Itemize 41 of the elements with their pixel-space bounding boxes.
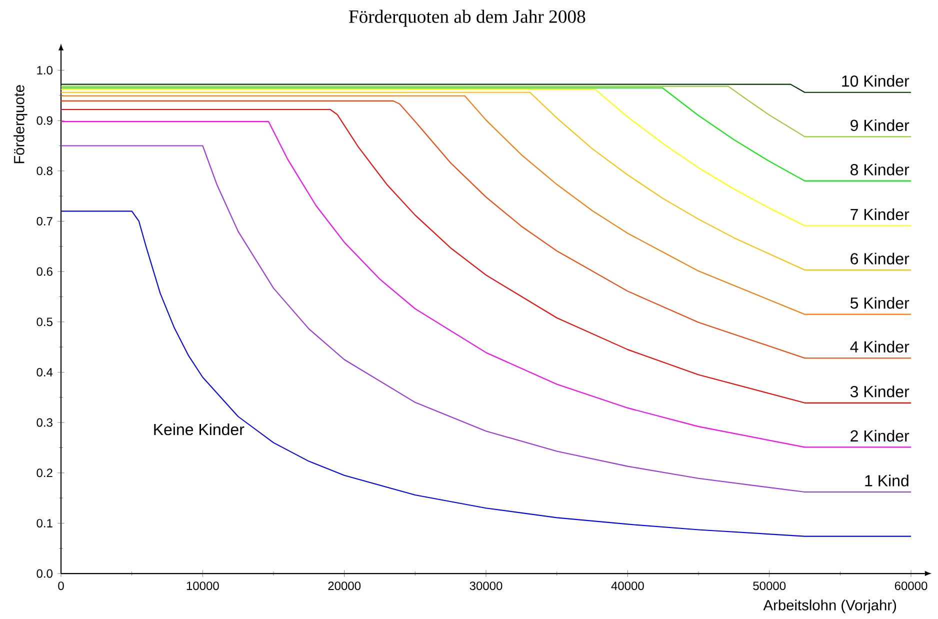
- x-tick-label: 0: [58, 582, 64, 590]
- y-tick-label: 1.0: [37, 66, 52, 74]
- line-series: [60, 92, 912, 271]
- series-label: Keine Kinder: [154, 423, 244, 436]
- series-label: 8 Kinder: [850, 164, 910, 176]
- line-series: [60, 86, 912, 138]
- y-tick-label: 0.1: [36, 518, 52, 528]
- series-label: 5 Kinder: [850, 296, 910, 309]
- y-tick-label: 0.0: [36, 569, 52, 578]
- x-tick-label: 60000: [894, 582, 928, 590]
- chart-title: Förderquoten ab dem Jahr 2008: [348, 10, 586, 27]
- series-label: 9 Kinder: [850, 119, 910, 132]
- x-tick-label: 10000: [186, 582, 219, 590]
- line-series: [60, 100, 912, 359]
- y-tick-label: 0.4: [36, 368, 53, 376]
- series-label: 3 Kinder: [850, 386, 910, 398]
- series-label: 2 Kinder: [850, 430, 910, 442]
- y-tick-label: 0.9: [36, 116, 52, 125]
- series-label: 10 Kinder: [842, 75, 910, 87]
- line-series: [60, 95, 912, 315]
- line-series: [60, 88, 912, 226]
- x-tick-label: 20000: [328, 582, 361, 590]
- line-series: [60, 108, 912, 404]
- y-tick-label: 0.7: [36, 216, 52, 226]
- x-tick-label: 50000: [753, 582, 786, 590]
- x-axis-title: Arbeitslohn (Vorjahr): [763, 600, 896, 614]
- y-tick-label: 0.6: [36, 267, 52, 276]
- series-label: 1 Kind: [865, 474, 908, 486]
- y-tick-label: 0.8: [36, 166, 52, 176]
- line-series: [60, 121, 912, 448]
- x-tick-label: 30000: [470, 582, 502, 590]
- series-label: 6 Kinder: [850, 252, 910, 264]
- series-label: 7 Kinder: [850, 208, 910, 220]
- series-label: 4 Kinder: [850, 340, 910, 353]
- y-axis-title: Förderquote: [14, 85, 28, 164]
- line-series: [60, 145, 912, 493]
- y-tick-label: 0.3: [36, 418, 52, 427]
- y-tick-label: 0.2: [36, 468, 52, 478]
- y-tick-label: 0.5: [36, 318, 52, 326]
- line-series: [60, 87, 912, 182]
- x-tick-label: 40000: [611, 582, 644, 590]
